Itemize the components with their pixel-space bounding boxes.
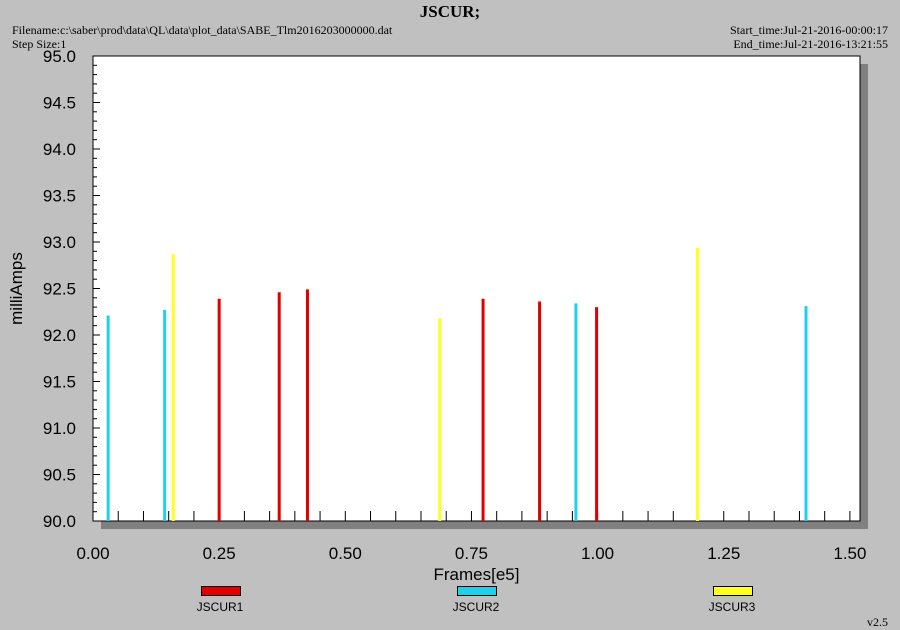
plot-background [92, 55, 861, 522]
y-tick-label: 92.5 [43, 280, 76, 299]
end-time-label: End_time:Jul-21-2016-13:21:55 [733, 37, 888, 51]
version-label: v2.5 [867, 615, 888, 629]
step-size-label: Step Size:1 [12, 37, 67, 51]
x-tick-label: 0.75 [455, 544, 488, 563]
filename-label: Filename:c:\saber\prod\data\QL\data\plot… [12, 23, 393, 37]
chart-title: JSCUR; [419, 2, 481, 21]
y-tick-label: 91.5 [43, 373, 76, 392]
x-tick-label: 1.25 [707, 544, 740, 563]
start-time-label: Start_time:Jul-21-2016-00:00:17 [730, 23, 888, 37]
y-tick-label: 90.0 [43, 512, 76, 531]
legend-label-jscur2: JSCUR2 [452, 600, 500, 614]
y-tick-label: 94.5 [43, 94, 76, 113]
x-axis-label: Frames[e5] [434, 565, 520, 584]
x-tick-label: 1.50 [833, 544, 866, 563]
y-tick-label: 95.0 [43, 47, 76, 66]
y-tick-label: 91.0 [43, 419, 76, 438]
x-tick-label: 1.00 [581, 544, 614, 563]
legend-swatch-jscur1 [201, 586, 241, 596]
x-tick-label: 0.50 [329, 544, 362, 563]
legend-label-jscur3: JSCUR3 [708, 600, 756, 614]
y-tick-label: 92.0 [43, 326, 76, 345]
y-tick-label: 94.0 [43, 140, 76, 159]
legend-swatch-jscur3 [713, 586, 753, 596]
x-tick-label: 0.25 [203, 544, 236, 563]
legend-swatch-jscur2 [457, 586, 497, 596]
y-tick-label: 93.5 [43, 187, 76, 206]
legend-label-jscur1: JSCUR1 [196, 600, 244, 614]
y-tick-label: 90.5 [43, 466, 76, 485]
y-axis-label: milliAmps [7, 252, 26, 325]
x-tick-label: 0.00 [76, 544, 109, 563]
y-tick-label: 93.0 [43, 233, 76, 252]
